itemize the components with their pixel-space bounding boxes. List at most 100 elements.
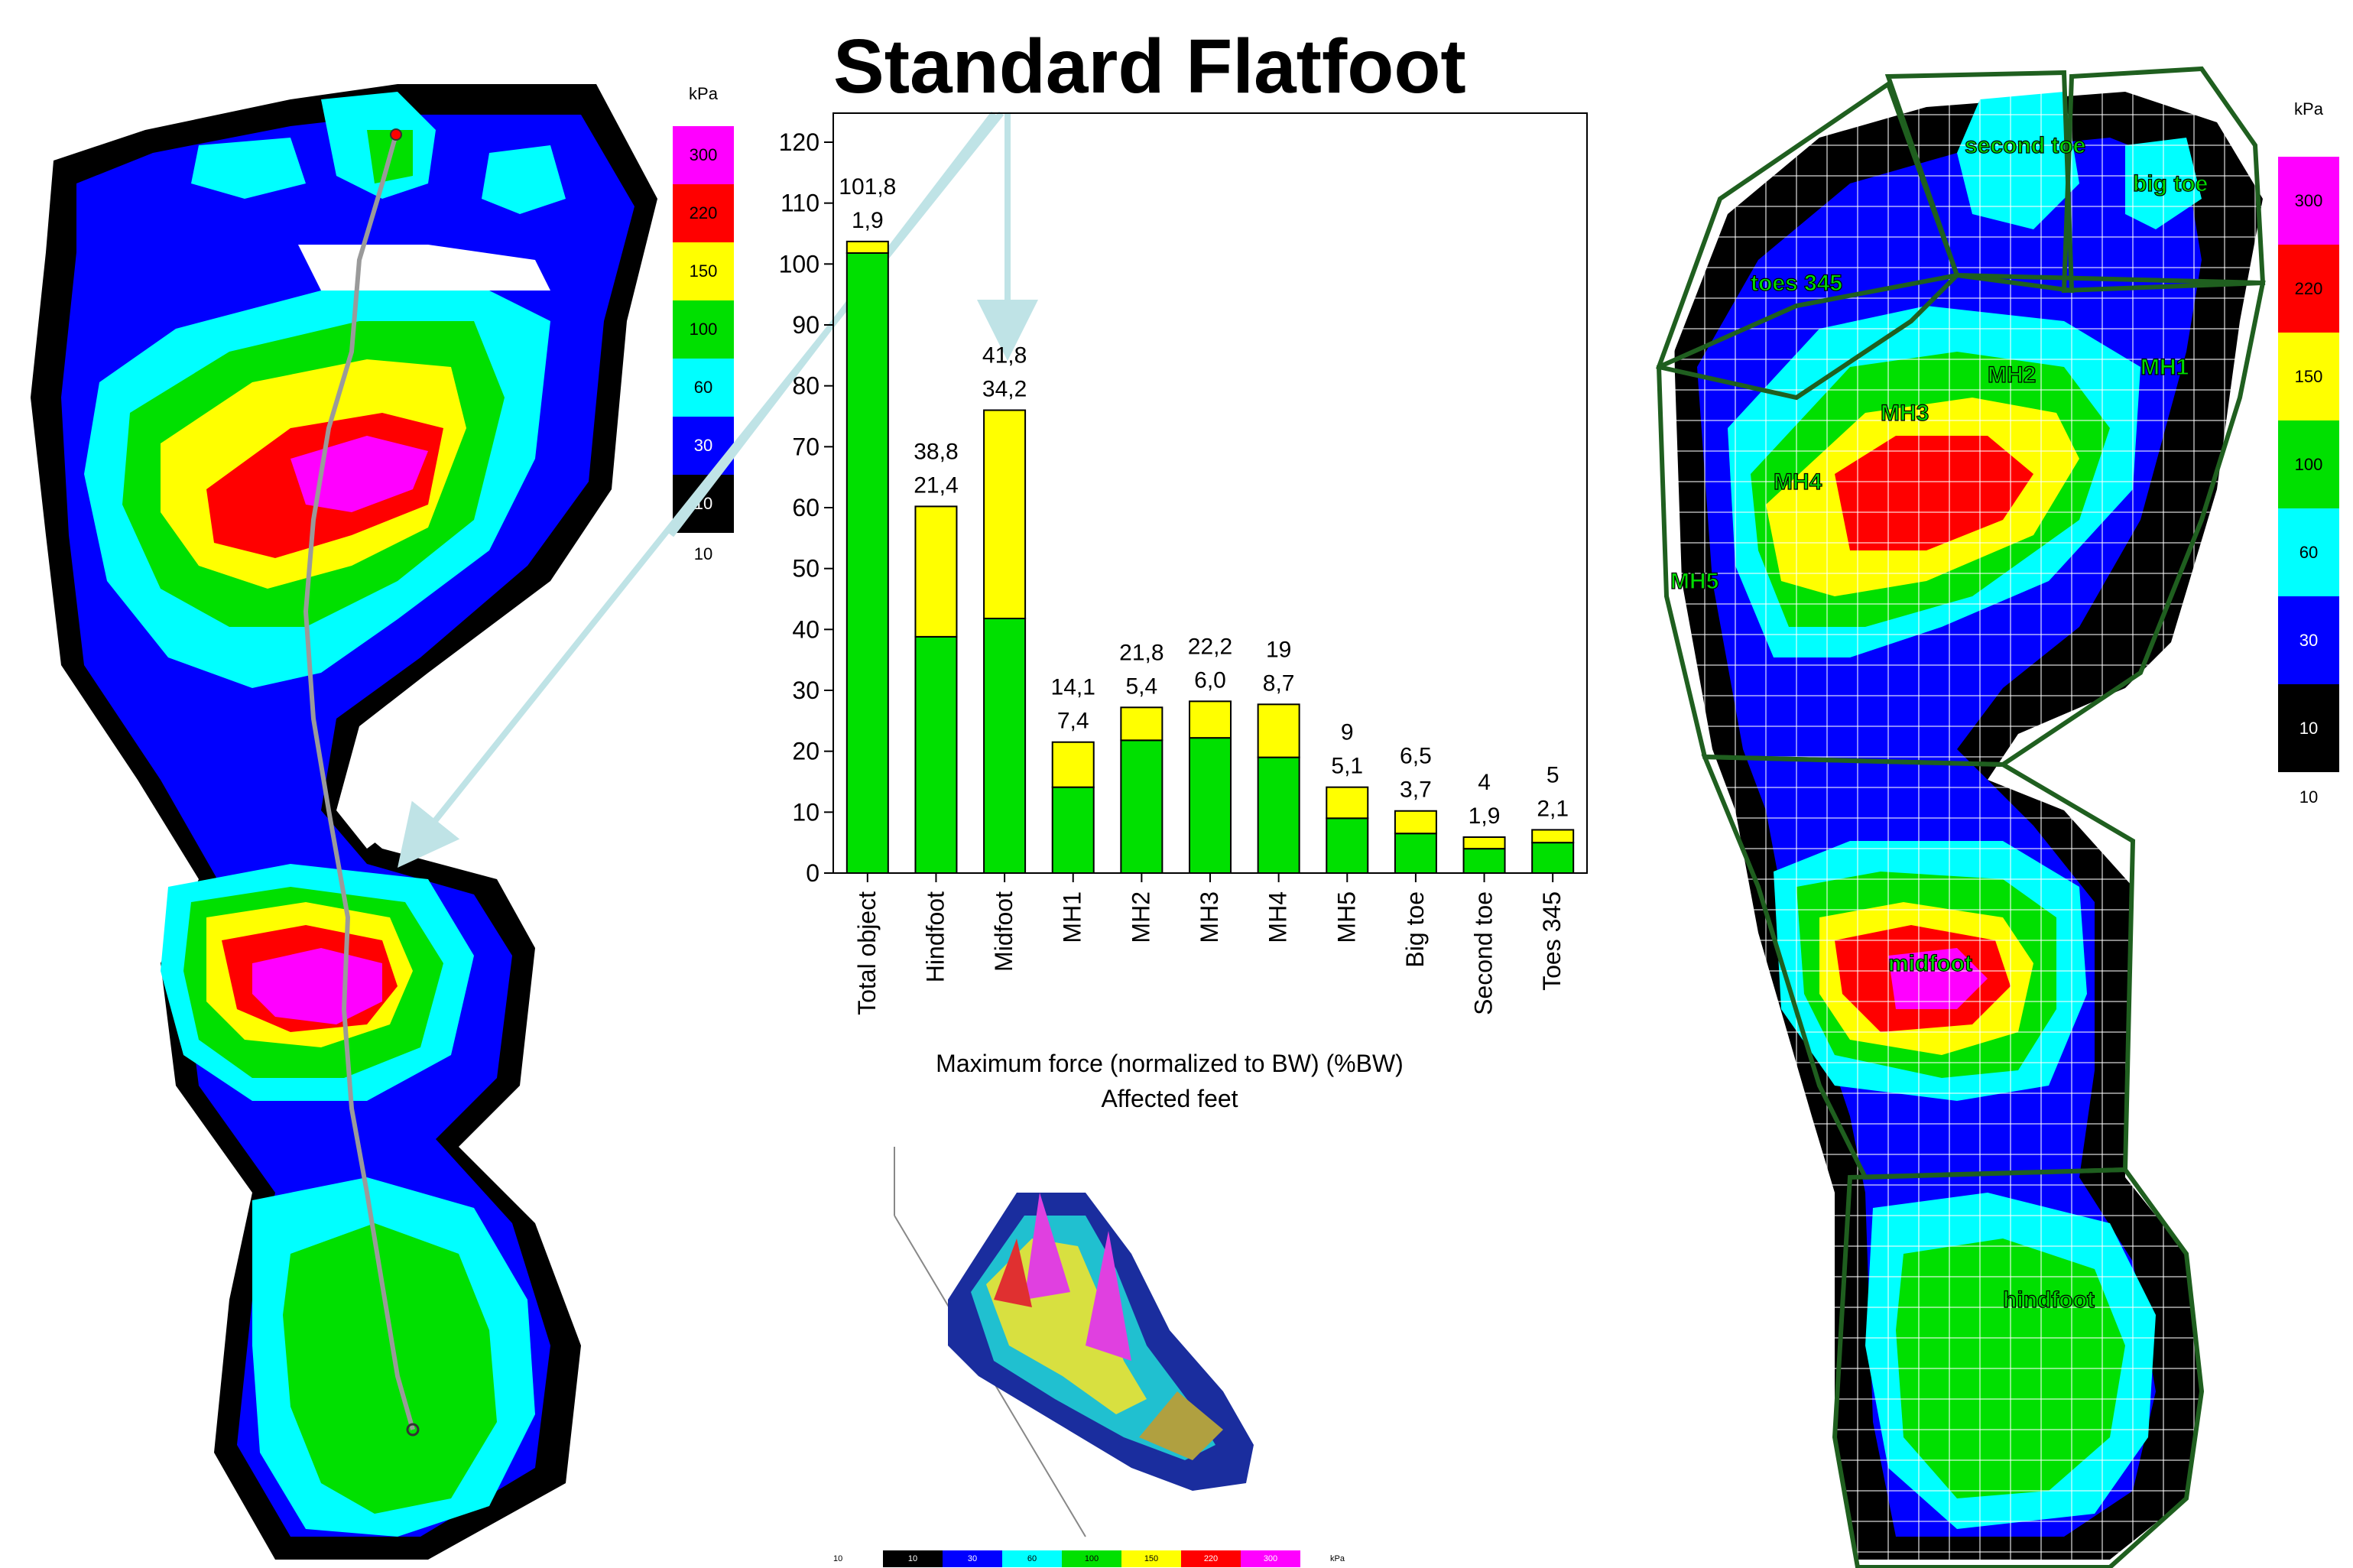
y-tick-label: 40 (792, 615, 819, 643)
data-label-top: 4 (1478, 770, 1491, 795)
left-scale-300: 300 (673, 126, 734, 184)
data-label-bottom: 21,4 (914, 472, 958, 498)
bar-segment-green (1051, 786, 1095, 875)
left-footprint (31, 84, 657, 1560)
right-footprint (1674, 92, 2263, 1560)
right-scale-100: 100 (2278, 420, 2339, 508)
arrow-to-footprint-midfoot (398, 111, 1004, 868)
mask-big-toe (2061, 66, 2266, 294)
y-tick-label: 110 (781, 190, 819, 217)
x-category-label: Total object (853, 891, 881, 1015)
right-color-scale: kPa 300 220 150 100 60 30 10 10 (2278, 99, 2339, 818)
bar-segment-yellow (1394, 810, 1437, 835)
bar-segment-yellow (1189, 700, 1232, 739)
bar-segment-yellow (983, 409, 1027, 619)
data-label-bottom: 7,4 (1057, 709, 1089, 734)
data-label-bottom: 5,1 (1331, 754, 1363, 779)
bar-segment-yellow (1531, 829, 1575, 844)
cop-start-point (390, 128, 402, 141)
bar-segment-green (1189, 737, 1232, 875)
right-scale-300: 300 (2278, 157, 2339, 245)
data-label-bottom: 1,9 (1469, 803, 1501, 829)
region-label-toes-345: toes 345 (1751, 271, 1842, 296)
3d-heel-bump (1139, 1391, 1223, 1460)
bar-segment-green (1120, 739, 1164, 874)
x-category-label: MH3 (1196, 891, 1223, 943)
data-label-top: 9 (1341, 720, 1354, 745)
y-tick-label: 0 (806, 859, 819, 887)
x-category-label: Midfoot (990, 891, 1017, 972)
bar-segment-yellow (914, 505, 958, 638)
left-scale-100: 100 (673, 300, 734, 359)
chart-subtitle: Affected feet (1101, 1085, 1238, 1112)
y-tick-label: 60 (792, 494, 819, 521)
region-masks (1656, 66, 2266, 1568)
mask-forefoot (1656, 272, 2266, 768)
bar-segment-yellow (1120, 706, 1164, 742)
bottom-scale-30: 30 (943, 1550, 1002, 1567)
data-label-top: 21,8 (1119, 640, 1164, 665)
y-tick-label: 50 (792, 555, 819, 583)
right-scale-220: 220 (2278, 245, 2339, 333)
bottom-color-scale: 10 10 30 60 100 150 220 300 kPa (833, 1550, 1361, 1567)
left-pressure-map (31, 84, 657, 1560)
region-label-second-toe: second toe (1965, 133, 2085, 158)
data-label-top: 5 (1546, 762, 1559, 787)
center-of-pressure-line (303, 134, 415, 1430)
data-label-top: 101,8 (839, 174, 896, 200)
x-category-label: MH1 (1059, 891, 1086, 943)
right-scale-150: 150 (2278, 333, 2339, 420)
mask-hindfoot (1832, 1167, 2205, 1568)
left-scale-60: 60 (673, 359, 734, 417)
x-category-label: Second toe (1470, 891, 1498, 1015)
3d-peak-midfoot (1086, 1231, 1131, 1361)
y-tick-label: 30 (792, 677, 819, 704)
data-label-top: 41,8 (982, 343, 1027, 368)
x-category-label: MH5 (1332, 891, 1360, 943)
y-tick-label: 120 (779, 128, 819, 156)
y-tick-label: 90 (792, 311, 819, 339)
data-label-bottom: 2,1 (1537, 796, 1569, 821)
region-label-midfoot: midfoot (1888, 951, 1972, 976)
right-scale-10: 10 (2278, 684, 2339, 772)
data-label-bottom: 5,4 (1126, 674, 1158, 699)
bar-segment-yellow (1462, 836, 1506, 850)
3d-peak-red (994, 1238, 1032, 1307)
left-scale-150: 150 (673, 242, 734, 300)
bottom-scale-150: 150 (1121, 1550, 1181, 1567)
right-scale-60: 60 (2278, 508, 2339, 596)
region-label-mh2: MH2 (1988, 362, 2036, 388)
data-label-bottom: 34,2 (982, 377, 1027, 402)
right-scale-unit: kPa (2294, 99, 2323, 118)
bar-segment-yellow (845, 240, 889, 254)
left-scale-unit: kPa (689, 84, 718, 103)
y-tick-label: 80 (792, 372, 819, 400)
data-label-top: 6,5 (1400, 744, 1432, 769)
region-label-big-toe: big toe (2133, 171, 2208, 196)
x-category-label: Toes 345 (1538, 891, 1566, 991)
x-category-label: MH4 (1264, 891, 1292, 943)
bottom-scale-min: 10 (833, 1554, 843, 1563)
region-label-mh1: MH1 (2140, 355, 2189, 380)
left-scale-220: 220 (673, 184, 734, 242)
region-label-mh4: MH4 (1774, 469, 1822, 495)
data-label-bottom: 1,9 (852, 208, 884, 233)
left-color-scale: kPa 300 220 150 100 60 30 10 10 (673, 84, 734, 573)
bottom-scale-10: 10 (883, 1550, 943, 1567)
region-label-mh5: MH5 (1670, 569, 1719, 594)
bottom-scale-220: 220 (1181, 1550, 1241, 1567)
bar-segment-yellow (1257, 703, 1300, 758)
chart-title: Standard Flatfoot (833, 24, 1466, 109)
data-label-top: 22,2 (1188, 634, 1232, 659)
region-label-mh3: MH3 (1881, 401, 1929, 426)
3d-peak-forefoot (1024, 1193, 1070, 1300)
data-label-bottom: 3,7 (1400, 778, 1432, 803)
data-label-top: 14,1 (1051, 675, 1095, 700)
bottom-scale-100: 100 (1062, 1550, 1121, 1567)
region-label-hindfoot: hindfoot (2003, 1287, 2095, 1313)
bar-segment-yellow (1051, 741, 1095, 788)
data-label-top: 38,8 (914, 439, 958, 464)
